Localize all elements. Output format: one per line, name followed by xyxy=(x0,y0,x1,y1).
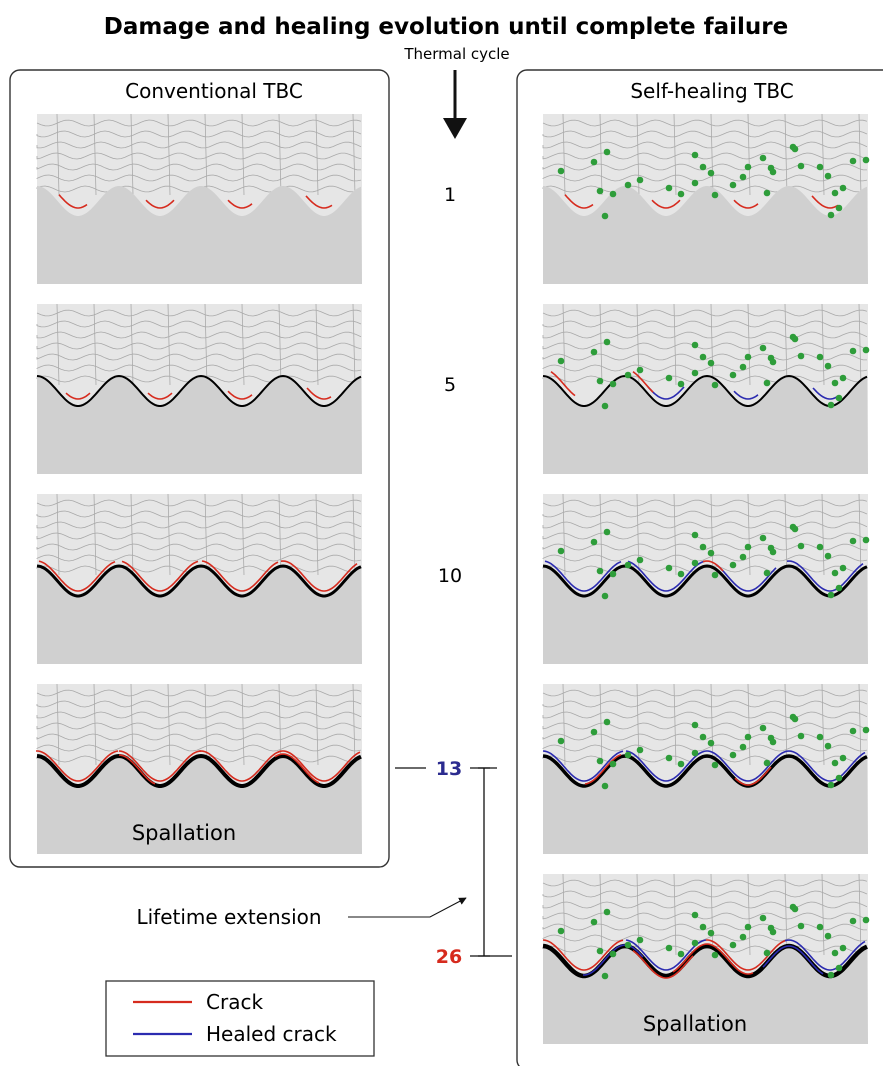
thermal-cycle-arrow xyxy=(443,70,467,139)
self-healing-tbc-tile-1 xyxy=(542,113,870,284)
self-healing-tbc-tile-2 xyxy=(542,303,870,474)
legend-box xyxy=(105,980,375,1057)
right-panel-title: Self-healing TBC xyxy=(630,79,793,103)
cycle-label-10: 10 xyxy=(438,565,462,587)
cycle-label-13: 13 xyxy=(436,758,462,780)
right-tiles xyxy=(542,113,870,1044)
lifetime-extension-label: Lifetime extension xyxy=(136,905,321,929)
legend-healed-label: Healed crack xyxy=(206,1022,337,1046)
left-panel-title: Conventional TBC xyxy=(125,79,303,103)
conventional-tbc-tile-3 xyxy=(36,493,362,664)
self-healing-tbc-tile-3 xyxy=(542,493,870,664)
cycle-label-1: 1 xyxy=(444,184,456,206)
conventional-tbc-tile-2 xyxy=(36,303,362,474)
left-spallation-label: Spallation xyxy=(132,821,236,845)
self-healing-tbc-tile-4 xyxy=(542,683,870,854)
lifetime-extension-pointer xyxy=(348,897,467,918)
right-spallation-label: Spallation xyxy=(643,1012,747,1036)
cycle-label-5: 5 xyxy=(444,374,456,396)
left-tiles xyxy=(36,113,362,854)
diagram-title: Damage and healing evolution until compl… xyxy=(104,14,788,40)
conventional-tbc-tile-4 xyxy=(36,683,362,854)
self-healing-tbc-tile-5 xyxy=(542,873,870,1044)
conventional-tbc-tile-1 xyxy=(36,113,362,284)
thermal-cycle-label: Thermal cycle xyxy=(403,45,509,63)
legend: Crack Healed crack xyxy=(105,980,375,1057)
lifetime-bracket xyxy=(395,767,512,957)
legend-crack-label: Crack xyxy=(206,990,263,1014)
cycle-label-26: 26 xyxy=(436,946,462,968)
